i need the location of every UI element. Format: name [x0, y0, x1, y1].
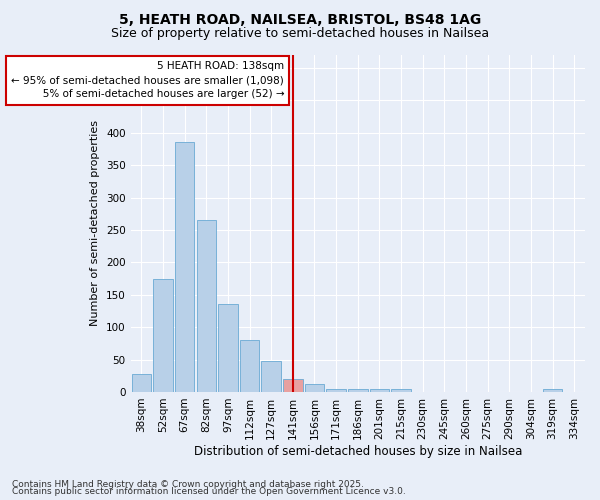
Text: Size of property relative to semi-detached houses in Nailsea: Size of property relative to semi-detach…	[111, 28, 489, 40]
Bar	[218, 304, 238, 392]
Text: Contains public sector information licensed under the Open Government Licence v3: Contains public sector information licen…	[12, 487, 406, 496]
Bar	[348, 388, 368, 392]
Text: 5 HEATH ROAD: 138sqm
← 95% of semi-detached houses are smaller (1,098)
   5% of : 5 HEATH ROAD: 138sqm ← 95% of semi-detac…	[11, 62, 284, 100]
Bar	[175, 142, 194, 392]
Bar	[240, 340, 259, 392]
Text: 5, HEATH ROAD, NAILSEA, BRISTOL, BS48 1AG: 5, HEATH ROAD, NAILSEA, BRISTOL, BS48 1A…	[119, 12, 481, 26]
Text: Contains HM Land Registry data © Crown copyright and database right 2025.: Contains HM Land Registry data © Crown c…	[12, 480, 364, 489]
Bar	[370, 388, 389, 392]
Bar	[153, 278, 173, 392]
Bar	[283, 379, 302, 392]
X-axis label: Distribution of semi-detached houses by size in Nailsea: Distribution of semi-detached houses by …	[194, 444, 522, 458]
Bar	[391, 390, 411, 392]
Bar	[262, 361, 281, 392]
Y-axis label: Number of semi-detached properties: Number of semi-detached properties	[91, 120, 100, 326]
Bar	[543, 390, 562, 392]
Bar	[131, 374, 151, 392]
Bar	[305, 384, 324, 392]
Bar	[197, 220, 216, 392]
Bar	[326, 388, 346, 392]
